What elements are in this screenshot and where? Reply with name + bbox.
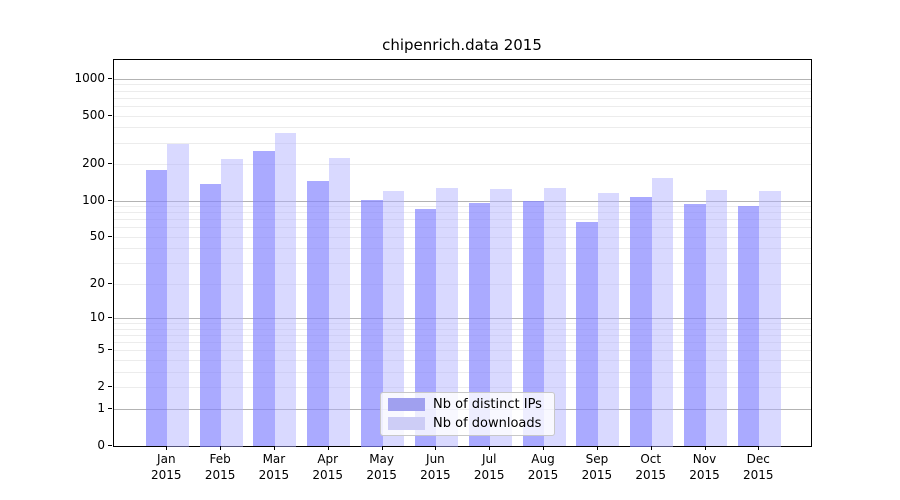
gridline-minor-90 [114, 206, 811, 208]
y-tick-1 [108, 407, 112, 409]
y-tick-1000 [108, 77, 112, 79]
gridline-minor-300 [114, 142, 811, 144]
gridline-minor-7 [114, 335, 811, 337]
y-tick-label-1: 1 [97, 400, 105, 415]
legend-label-downloads: Nb of downloads [433, 416, 542, 431]
legend-swatch-downloads [388, 417, 425, 430]
y-tick-5 [108, 349, 112, 351]
x-tick-label-jun: Jun 2015 [420, 452, 451, 482]
plot-area [113, 59, 812, 447]
y-tick-label-100: 100 [82, 192, 105, 207]
x-tick-label-dec: Dec 2015 [743, 452, 774, 482]
y-tick-label-50: 50 [89, 228, 105, 243]
x-tick-label-feb: Feb 2015 [204, 452, 236, 482]
bar-distinct-ips-oct [630, 197, 652, 447]
y-tick-label-2: 2 [97, 379, 105, 394]
x-tick-label-nov: Nov 2015 [689, 452, 720, 482]
bar-distinct-ips-apr [307, 181, 329, 447]
x-tick-label-may: May 2015 [366, 452, 397, 482]
y-tick-2 [108, 386, 112, 388]
y-tick-50 [108, 235, 112, 237]
gridline-minor-600 [114, 105, 811, 107]
bar-downloads-nov [705, 189, 727, 447]
y-tick-200 [108, 163, 112, 164]
bar-downloads-apr [328, 158, 351, 447]
bar-downloads-jan [167, 144, 189, 447]
gridline-minor-400 [114, 127, 811, 129]
gridline-major-100 [114, 200, 811, 202]
gridline-minor-5 [114, 350, 811, 352]
bar-downloads-may [382, 191, 405, 447]
gridline-minor-30 [114, 263, 811, 265]
legend: Nb of distinct IPs Nb of downloads [380, 392, 555, 436]
gridline-major-1000 [114, 78, 811, 80]
gridline-minor-4 [114, 360, 811, 362]
bar-downloads-jul [490, 188, 512, 447]
y-tick-0 [108, 444, 112, 446]
bar-downloads-oct [651, 177, 674, 447]
bar-distinct-ips-jun [414, 209, 437, 447]
gridline-minor-800 [114, 90, 811, 92]
bar-downloads-dec [759, 190, 781, 447]
gridline-minor-80 [114, 212, 811, 214]
bar-distinct-ips-may [361, 199, 383, 447]
legend-row-downloads: Nb of downloads [388, 416, 548, 431]
x-tick-label-sep: Sep 2015 [581, 452, 613, 482]
gridline-minor-2 [114, 387, 811, 389]
gridline-minor-20 [114, 283, 811, 285]
chart-title: chipenrich.data 2015 [382, 36, 542, 54]
bar-distinct-ips-jul [468, 202, 491, 447]
bar-distinct-ips-dec [737, 206, 760, 447]
y-tick-label-0: 0 [97, 437, 105, 452]
x-tick-label-apr: Apr 2015 [312, 452, 343, 482]
gridline-minor-200 [114, 164, 811, 165]
gridline-minor-9 [114, 323, 811, 325]
gridline-minor-3 [114, 371, 811, 373]
x-tick-label-oct: Oct 2015 [635, 452, 666, 482]
gridline-minor-50 [114, 236, 811, 238]
gridline-major-10 [114, 318, 811, 320]
x-tick-label-jul: Jul 2015 [473, 452, 505, 482]
gridline-minor-700 [114, 97, 811, 99]
x-tick-label-aug: Aug 2015 [527, 452, 559, 482]
legend-swatch-distinct-ips [388, 398, 425, 411]
y-tick-10 [108, 317, 112, 319]
bar-downloads-sep [597, 193, 620, 447]
y-tick-label-20: 20 [89, 275, 105, 290]
gridline-minor-900 [114, 84, 811, 86]
bar-downloads-jun [436, 188, 458, 447]
legend-label-distinct-ips: Nb of distinct IPs [433, 397, 542, 412]
y-tick-100 [108, 199, 112, 201]
y-tick-label-200: 200 [82, 156, 105, 170]
y-tick-500 [108, 114, 112, 116]
bar-distinct-ips-aug [522, 201, 544, 447]
gridline-minor-60 [114, 227, 811, 229]
gridline-minor-500 [114, 115, 811, 117]
bar-distinct-ips-nov [684, 204, 706, 447]
legend-row-distinct-ips: Nb of distinct IPs [388, 397, 548, 412]
y-tick-label-500: 500 [82, 107, 105, 122]
x-tick-label-mar: Mar 2015 [258, 452, 290, 482]
bar-distinct-ips-sep [576, 221, 598, 447]
gridline-minor-40 [114, 248, 811, 250]
y-tick-label-10: 10 [89, 310, 105, 325]
bar-downloads-feb [221, 158, 243, 447]
bar-distinct-ips-mar [253, 151, 275, 447]
bar-distinct-ips-feb [199, 184, 222, 447]
y-tick-label-1000: 1000 [74, 70, 105, 85]
y-tick-label-5: 5 [97, 342, 105, 357]
gridline-minor-6 [114, 342, 811, 344]
gridline-minor-70 [114, 219, 811, 221]
y-tick-20 [108, 282, 112, 284]
bar-downloads-mar [274, 132, 297, 447]
x-tick-label-jan: Jan 2015 [151, 452, 182, 482]
bar-distinct-ips-jan [145, 169, 168, 447]
bar-downloads-aug [544, 187, 566, 447]
gridline-minor-8 [114, 328, 811, 330]
